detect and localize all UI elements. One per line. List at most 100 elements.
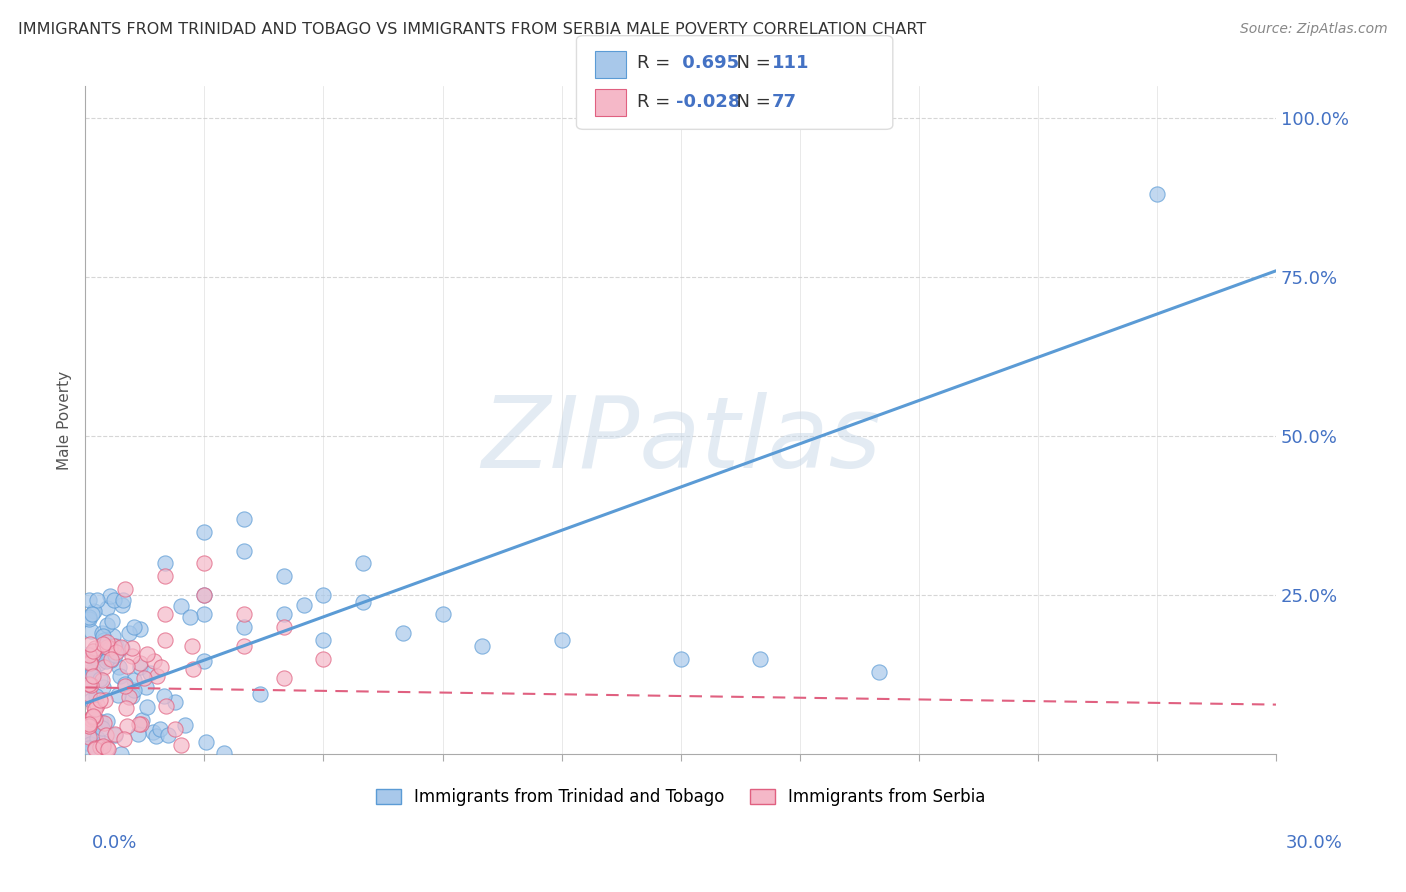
Point — [82, 644, 104, 658]
Point — [80, 692, 103, 706]
Point — [79, 655, 101, 669]
Point — [93, 693, 115, 707]
Point — [115, 658, 138, 673]
Point — [233, 639, 256, 653]
Point — [114, 582, 136, 596]
Point — [86, 593, 108, 607]
Point — [79, 687, 101, 701]
Point — [165, 722, 187, 736]
Point — [114, 701, 136, 715]
Point — [179, 610, 201, 624]
Point — [149, 722, 172, 736]
Point — [90, 715, 112, 730]
Point — [94, 654, 117, 668]
Text: Source: ZipAtlas.com: Source: ZipAtlas.com — [1240, 22, 1388, 37]
Point — [86, 745, 108, 759]
Point — [150, 660, 173, 674]
Point — [165, 695, 187, 709]
Point — [153, 569, 176, 583]
Point — [93, 633, 115, 648]
Point — [249, 687, 271, 701]
Point — [103, 593, 125, 607]
Point — [550, 632, 572, 647]
Point — [112, 593, 135, 607]
Point — [193, 588, 215, 602]
Point — [170, 599, 193, 613]
Point — [193, 607, 215, 622]
Text: R =: R = — [637, 54, 676, 72]
Point — [173, 718, 195, 732]
Point — [79, 592, 101, 607]
Point — [79, 727, 101, 741]
Point — [82, 711, 104, 725]
Point — [80, 712, 103, 726]
Point — [129, 717, 152, 731]
Point — [83, 700, 105, 714]
Point — [193, 654, 215, 668]
Text: 0.695: 0.695 — [676, 54, 740, 72]
Point — [86, 731, 108, 746]
Point — [110, 747, 132, 761]
Point — [195, 734, 218, 748]
Point — [105, 645, 128, 659]
Point — [96, 635, 118, 649]
Point — [128, 717, 150, 731]
Point — [86, 698, 108, 712]
Point — [91, 637, 114, 651]
Point — [100, 652, 122, 666]
Point — [79, 719, 101, 733]
Point — [121, 640, 143, 655]
Point — [97, 652, 120, 666]
Point — [312, 632, 335, 647]
Point — [79, 612, 101, 626]
Point — [98, 639, 121, 653]
Point — [122, 673, 145, 687]
Point — [80, 607, 103, 621]
Point — [139, 665, 162, 680]
Point — [111, 598, 134, 612]
Point — [79, 731, 101, 746]
Point — [749, 652, 772, 666]
Point — [112, 731, 135, 746]
Point — [233, 512, 256, 526]
Point — [129, 622, 152, 636]
Point — [212, 746, 235, 760]
Point — [121, 648, 143, 663]
Point — [193, 524, 215, 539]
Text: -0.028: -0.028 — [676, 93, 741, 111]
Text: R =: R = — [637, 93, 676, 111]
Point — [107, 689, 129, 703]
Point — [89, 672, 111, 686]
Point — [104, 648, 127, 662]
Point — [91, 721, 114, 735]
Point — [193, 557, 215, 571]
Point — [136, 699, 159, 714]
Point — [91, 736, 114, 750]
Point — [100, 653, 122, 667]
Point — [80, 624, 103, 638]
Point — [103, 629, 125, 643]
Point — [83, 650, 105, 665]
Point — [135, 680, 157, 694]
Point — [79, 676, 101, 690]
Point — [153, 632, 176, 647]
Point — [84, 702, 107, 716]
Text: 0.0%: 0.0% — [91, 834, 136, 852]
Point — [79, 649, 101, 664]
Point — [82, 710, 104, 724]
Point — [129, 659, 152, 673]
Point — [292, 599, 315, 613]
Point — [84, 712, 107, 726]
Text: 30.0%: 30.0% — [1286, 834, 1343, 852]
Point — [97, 742, 120, 756]
Point — [93, 716, 115, 731]
Point — [93, 660, 115, 674]
Point — [181, 662, 204, 676]
Point — [96, 618, 118, 632]
Point — [122, 620, 145, 634]
Point — [273, 607, 295, 622]
Point — [142, 654, 165, 668]
Point — [84, 689, 107, 703]
Point — [111, 641, 134, 656]
Point — [273, 569, 295, 583]
